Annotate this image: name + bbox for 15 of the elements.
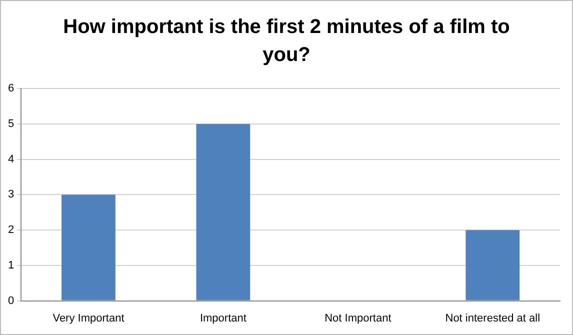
y-tick-label: 5: [8, 118, 14, 130]
chart-title: How important is the first 2 minutes of a film to you?: [62, 15, 511, 68]
y-tick-label: 6: [8, 82, 14, 95]
x-tick-label: Very Important: [52, 312, 124, 324]
bar: [466, 230, 520, 300]
y-tick-label: 4: [8, 153, 14, 166]
y-tick-label: 0: [8, 294, 14, 307]
y-tick-label: 3: [8, 188, 14, 201]
y-tick-label: 2: [8, 224, 14, 236]
x-tick-label: Not Important: [324, 312, 392, 324]
x-tick-label: Important: [200, 312, 246, 324]
x-tick-label: Not interested at all: [445, 312, 540, 324]
bar: [62, 194, 116, 300]
y-tick-label: 1: [8, 259, 14, 272]
bar: [196, 124, 250, 300]
